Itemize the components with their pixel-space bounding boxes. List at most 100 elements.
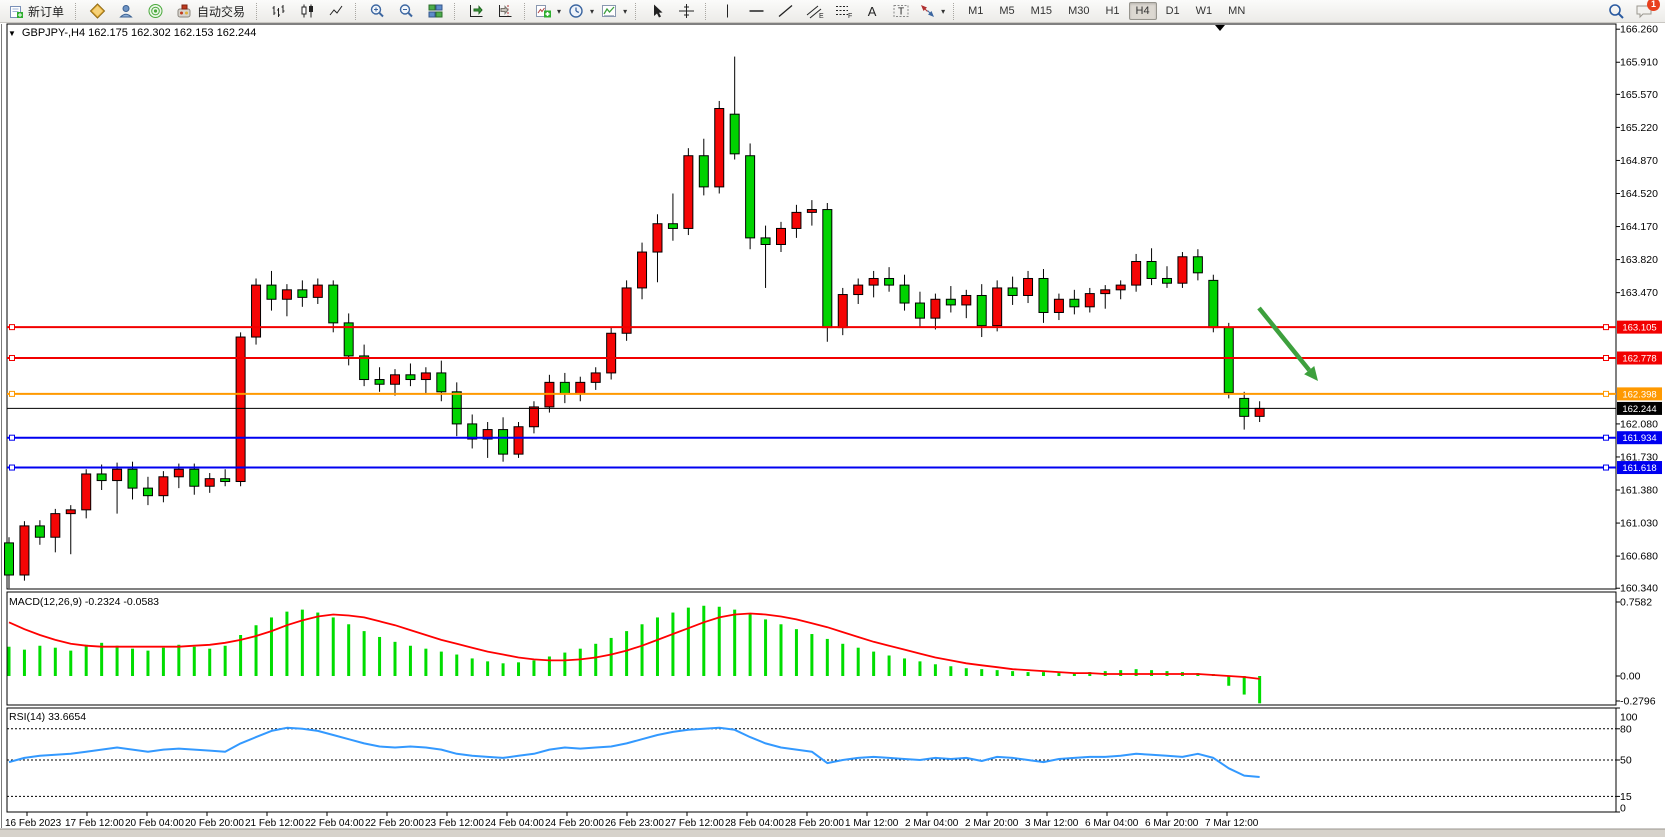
- text-tool-icon: A: [867, 3, 877, 19]
- timeframe-m1[interactable]: M1: [968, 5, 984, 17]
- dropdown-caret-icon: ▾: [590, 6, 595, 16]
- autotrading-button[interactable]: 自动交易: [170, 1, 251, 21]
- svg-text:7 Mar 12:00: 7 Mar 12:00: [1205, 818, 1259, 829]
- line-handle[interactable]: [1603, 390, 1609, 397]
- horizontal-line-tool[interactable]: [742, 1, 770, 21]
- indicators-button[interactable]: ▾: [532, 1, 564, 21]
- chart-shift-marker[interactable]: [1215, 25, 1225, 31]
- favorites-button[interactable]: [83, 1, 111, 21]
- tile-windows-icon: [428, 4, 443, 18]
- svg-text:16 Feb 2023: 16 Feb 2023: [5, 818, 62, 829]
- autotrading-icon: [177, 4, 191, 18]
- signals-button[interactable]: [141, 1, 169, 21]
- candlestick-chart-button[interactable]: [293, 1, 321, 21]
- svg-text:23 Feb 12:00: 23 Feb 12:00: [425, 818, 484, 829]
- line-handle[interactable]: [1603, 354, 1609, 361]
- macd-indicator-label: MACD(12,26,9) -0.2324 -0.0583: [9, 596, 159, 608]
- line-handle[interactable]: [9, 390, 15, 397]
- price-line-badge: [1617, 461, 1662, 475]
- macd-axis[interactable]: 0.7582 0.00 -0.2796: [1616, 596, 1656, 708]
- line-handle[interactable]: [9, 434, 15, 441]
- price-axis[interactable]: 166.260 165.910 165.570 165.220 164.870 164.5…: [1616, 24, 1658, 595]
- svg-text:28 Feb 20:00: 28 Feb 20:00: [785, 818, 844, 829]
- price-line-badge: [1617, 431, 1662, 445]
- vertical-line-icon: [726, 4, 728, 18]
- bar-chart-button[interactable]: [264, 1, 292, 21]
- window-bottom-strip: [0, 829, 1665, 837]
- new-order-button[interactable]: 新订单: [3, 1, 70, 21]
- line-handle[interactable]: [9, 354, 15, 361]
- community-button[interactable]: [112, 1, 140, 21]
- line-handle[interactable]: [1603, 434, 1609, 441]
- crosshair-button[interactable]: [672, 1, 700, 21]
- trend-arrow-annotation[interactable]: [1257, 306, 1318, 381]
- hline-162.778[interactable]: 162.778: [7, 351, 1662, 365]
- new-order-icon: [10, 5, 23, 18]
- svg-text:1 Mar 12:00: 1 Mar 12:00: [845, 818, 899, 829]
- toolbar-separator: [355, 2, 358, 20]
- channel-icon: E: [806, 5, 824, 19]
- line-handle[interactable]: [1603, 324, 1609, 331]
- hline-161.618[interactable]: 161.618: [7, 461, 1662, 475]
- autotrading-label: 自动交易: [197, 4, 246, 19]
- zoom-out-button[interactable]: [392, 1, 420, 21]
- equidistant-channel-tool[interactable]: E: [800, 1, 828, 21]
- shapes-tool[interactable]: ▾: [916, 1, 948, 21]
- timeframe-m30[interactable]: M30: [1068, 5, 1090, 17]
- timeframe-d1[interactable]: D1: [1165, 5, 1180, 17]
- current-price-line: 162.244: [7, 401, 1662, 415]
- timeframe-h4[interactable]: H4: [1128, 2, 1157, 20]
- cursor-button[interactable]: [643, 1, 671, 21]
- fibonacci-tool[interactable]: F: [829, 1, 857, 21]
- svg-text:160.340: 160.340: [1620, 583, 1658, 595]
- zoom-in-icon: [370, 4, 384, 18]
- notifications-button[interactable]: 1: [1635, 0, 1660, 19]
- text-label-tool[interactable]: T: [887, 1, 915, 21]
- toolbar-separator: [953, 2, 956, 20]
- periods-button[interactable]: ▾: [565, 1, 597, 21]
- trendline-tool[interactable]: [771, 1, 799, 21]
- svg-text:165.570: 165.570: [1620, 89, 1658, 101]
- svg-text:2 Mar 04:00: 2 Mar 04:00: [905, 818, 959, 829]
- hline-161.934[interactable]: 161.934: [7, 431, 1662, 445]
- templates-button[interactable]: ▾: [598, 1, 630, 21]
- time-axis[interactable]: 16 Feb 2023 17 Feb 12:00 20 Feb 04:00 20 Fe…: [5, 812, 1259, 829]
- svg-text:161.030: 161.030: [1620, 518, 1658, 530]
- timeframe-mn[interactable]: MN: [1228, 5, 1246, 17]
- svg-text:164.870: 164.870: [1620, 155, 1658, 167]
- gold-diamond-icon: [89, 3, 105, 19]
- zoom-in-button[interactable]: [363, 1, 391, 21]
- timeframe-m5[interactable]: M5: [999, 5, 1015, 17]
- timeframe-m15[interactable]: M15: [1030, 5, 1053, 17]
- line-handle[interactable]: [1603, 464, 1609, 471]
- dropdown-caret-icon: ▾: [557, 6, 562, 16]
- svg-text:161.934: 161.934: [1622, 433, 1656, 444]
- timeframe-w1[interactable]: W1: [1195, 5, 1213, 17]
- svg-text:0: 0: [1620, 803, 1626, 815]
- timeframe-h1[interactable]: H1: [1105, 5, 1120, 17]
- text-tool[interactable]: A: [858, 1, 886, 21]
- hline-163.105[interactable]: 163.105: [7, 320, 1662, 334]
- fibonacci-icon: F: [835, 6, 852, 19]
- svg-text:165.910: 165.910: [1620, 57, 1658, 69]
- tile-windows-button[interactable]: [421, 1, 449, 21]
- hline-162.398[interactable]: 162.398: [7, 387, 1662, 401]
- collapse-triangle-icon[interactable]: ▼: [8, 28, 16, 38]
- svg-text:50: 50: [1620, 755, 1632, 767]
- svg-text:165.220: 165.220: [1620, 122, 1658, 134]
- svg-text:163.820: 163.820: [1620, 254, 1658, 266]
- svg-text:0.7582: 0.7582: [1620, 596, 1652, 608]
- auto-scroll-button[interactable]: [462, 1, 490, 21]
- svg-text:80: 80: [1620, 723, 1632, 735]
- line-chart-button[interactable]: [322, 1, 350, 21]
- svg-text:164.170: 164.170: [1620, 221, 1658, 233]
- vertical-line-tool[interactable]: [713, 1, 741, 21]
- line-handle[interactable]: [9, 464, 15, 471]
- chart-shift-button[interactable]: [491, 1, 519, 21]
- search-icon[interactable]: [1608, 3, 1625, 20]
- line-handle[interactable]: [9, 324, 15, 331]
- text-label-icon: T: [893, 5, 909, 18]
- current-price-badge: [1617, 401, 1662, 415]
